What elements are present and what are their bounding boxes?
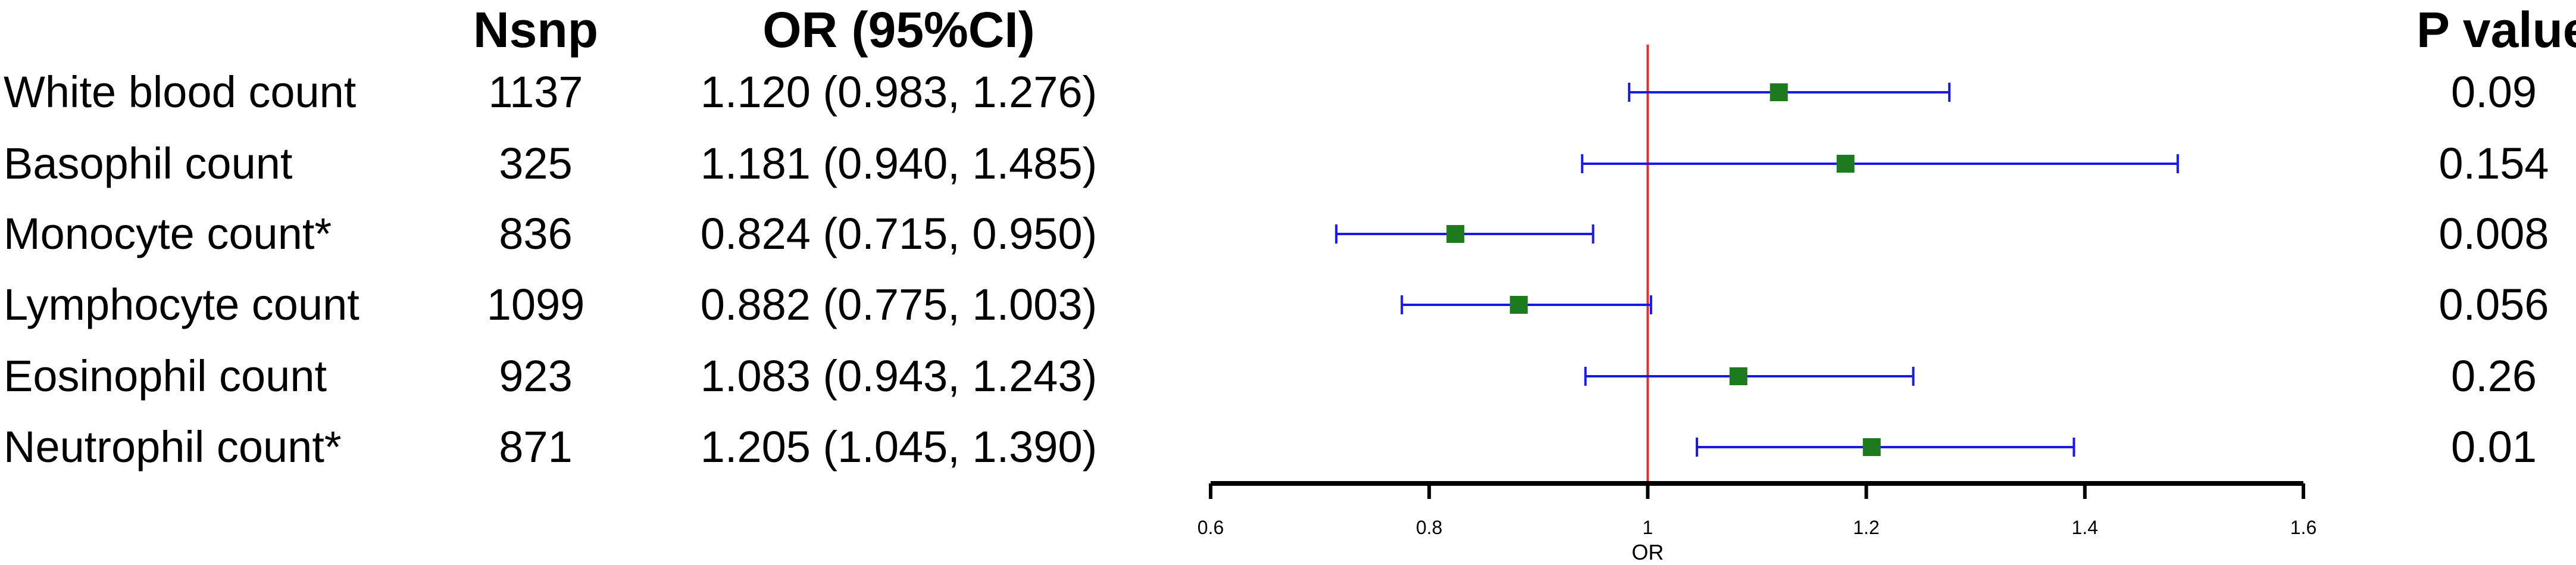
row-p-value: 0.26	[2450, 351, 2537, 401]
row-or-ci: 1.205 (1.045, 1.390)	[700, 422, 1098, 472]
row-label: White blood count	[4, 67, 357, 117]
x-tick-label: 0.6	[1198, 517, 1224, 538]
x-tick-label: 0.8	[1416, 517, 1442, 538]
forest-row-1	[1581, 154, 2179, 173]
row-nsnp: 1137	[488, 67, 583, 117]
row-label: Lymphocyte count	[4, 280, 359, 329]
row-p-value: 0.09	[2450, 67, 2537, 117]
or-point	[1446, 225, 1465, 243]
row-p-value: 0.008	[2439, 209, 2549, 258]
x-axis-label: OR	[1631, 540, 1664, 564]
row-nsnp: 836	[499, 209, 573, 258]
row-or-ci: 0.824 (0.715, 0.950)	[700, 209, 1098, 258]
row-p-value: 0.154	[2439, 139, 2549, 188]
row-p-value: 0.01	[2450, 422, 2537, 472]
or-point	[1770, 83, 1788, 101]
forest-row-2	[1335, 224, 1595, 244]
row-label: Monocyte count*	[4, 209, 332, 258]
row-p-value: 0.056	[2439, 280, 2549, 329]
row-label: Eosinophil count	[4, 351, 327, 401]
x-tick-label: 1	[1643, 517, 1653, 538]
x-tick-label: 1.2	[1853, 517, 1879, 538]
forest-row-3	[1400, 295, 1652, 314]
or-point	[1729, 367, 1747, 385]
header-p-value: P value	[2416, 2, 2576, 58]
row-label: Neutrophil count*	[4, 422, 342, 472]
header-or: OR (95%CI)	[762, 2, 1035, 58]
x-tick-label: 1.6	[2290, 517, 2316, 538]
row-or-ci: 1.120 (0.983, 1.276)	[700, 67, 1098, 117]
forest-row-4	[1584, 367, 1915, 386]
or-point	[1862, 438, 1881, 456]
row-nsnp: 923	[499, 351, 573, 401]
row-nsnp: 325	[499, 139, 573, 188]
row-nsnp: 1099	[486, 280, 585, 329]
or-point	[1836, 155, 1855, 173]
forest-row-0	[1628, 83, 1951, 102]
or-point	[1509, 296, 1528, 314]
x-tick-label: 1.4	[2072, 517, 2098, 538]
row-or-ci: 0.882 (0.775, 1.003)	[700, 280, 1098, 329]
row-or-ci: 1.083 (0.943, 1.243)	[700, 351, 1098, 401]
header-nsnp: Nsnp	[473, 2, 598, 58]
row-label: Basophil count	[4, 139, 293, 188]
forest-row-5	[1696, 438, 2075, 457]
row-nsnp: 871	[499, 422, 573, 472]
row-or-ci: 1.181 (0.940, 1.485)	[700, 139, 1098, 188]
